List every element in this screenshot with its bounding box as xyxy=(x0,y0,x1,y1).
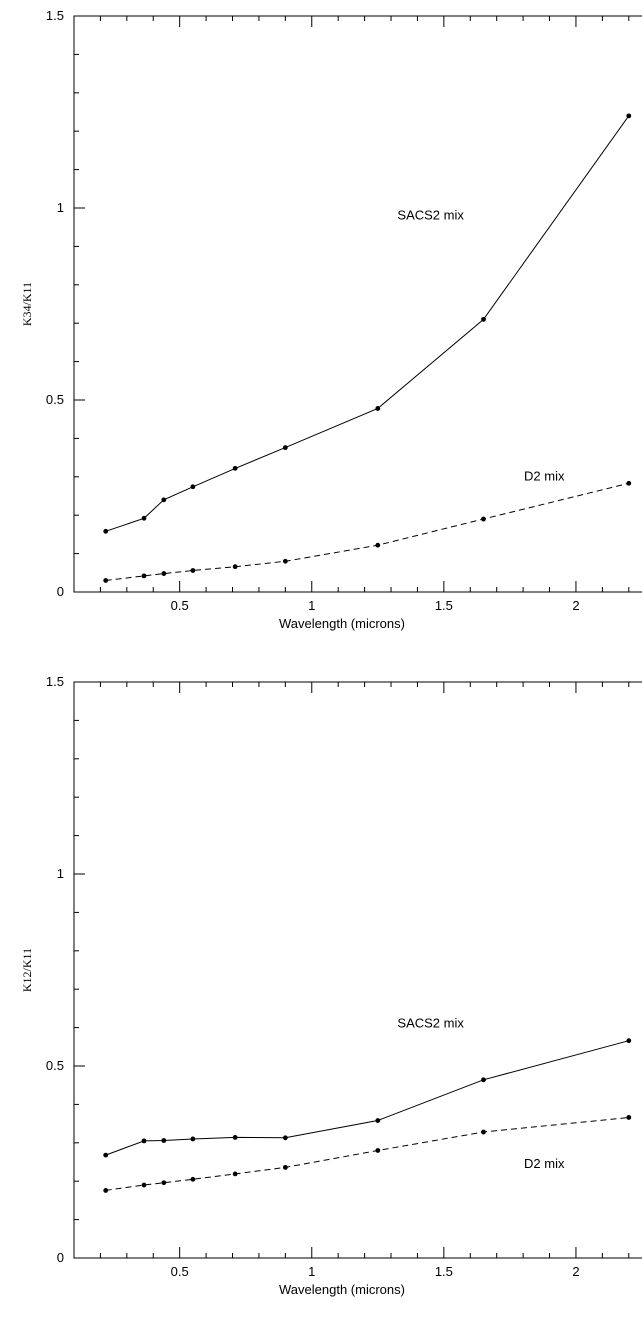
data-point xyxy=(161,497,167,503)
data-point xyxy=(141,515,147,521)
data-point xyxy=(103,528,109,534)
y-tick-label: 0 xyxy=(57,1250,64,1265)
data-point xyxy=(190,568,196,573)
chart-panel-1: 0.5 1 1.5 2 0 0.5 1 1.5 Wavelength (microns) K34/… xyxy=(20,8,642,631)
x-tick-label: 0.5 xyxy=(171,598,189,613)
data-point xyxy=(103,578,109,583)
data-point xyxy=(375,542,381,548)
data-point xyxy=(103,1152,109,1158)
data-point xyxy=(282,1164,288,1170)
data-point xyxy=(161,1138,167,1143)
y-axis-label: K34/K11 xyxy=(20,282,34,326)
data-point xyxy=(232,1171,238,1177)
plot-frame xyxy=(73,681,642,1259)
data-point xyxy=(481,1129,486,1135)
data-point xyxy=(161,571,167,576)
data-point xyxy=(375,1118,381,1123)
data-point xyxy=(626,480,632,486)
x-axis-label: Wavelength (microns) xyxy=(279,616,405,631)
series-annotation: SACS2 mix xyxy=(397,1016,464,1031)
data-point xyxy=(626,1038,632,1044)
data-point xyxy=(282,445,288,451)
data-point xyxy=(375,406,381,411)
y-tick-label: 1 xyxy=(57,200,64,215)
y-tick-label: 1 xyxy=(57,866,64,881)
y-tick-label: 1.5 xyxy=(46,8,64,23)
data-point xyxy=(481,1077,486,1083)
x-tick-label: 1 xyxy=(308,1264,315,1279)
data-point xyxy=(626,113,632,119)
x-tick-label: 1.5 xyxy=(435,598,453,613)
x-tick-label: 2 xyxy=(572,1264,579,1279)
x-tick-label: 2 xyxy=(572,598,579,613)
series-line xyxy=(105,1040,629,1156)
data-point xyxy=(141,1138,147,1144)
y-tick-label: 0 xyxy=(57,584,64,599)
y-tick-label: 1.5 xyxy=(46,674,64,689)
y-axis-label: K12/K11 xyxy=(20,948,34,992)
data-point xyxy=(282,1135,288,1141)
data-point xyxy=(282,558,288,564)
data-point xyxy=(190,1136,196,1142)
series-line xyxy=(105,482,629,581)
y-tick-label: 0.5 xyxy=(46,1058,64,1073)
x-axis-label: Wavelength (microns) xyxy=(279,1282,405,1297)
x-tick-label: 0.5 xyxy=(171,1264,189,1279)
series-line xyxy=(105,1117,629,1191)
data-point xyxy=(481,316,486,322)
data-point xyxy=(141,1182,147,1188)
data-point xyxy=(232,1135,238,1140)
data-point xyxy=(375,1148,381,1153)
y-tick-label: 0.5 xyxy=(46,392,64,407)
data-point xyxy=(161,1180,167,1186)
plot-frame xyxy=(73,15,642,593)
series-annotation: D2 mix xyxy=(524,1156,565,1171)
data-point xyxy=(141,573,147,579)
data-point xyxy=(103,1188,109,1193)
x-tick-label: 1.5 xyxy=(435,1264,453,1279)
data-point xyxy=(232,564,238,570)
data-point xyxy=(190,1176,196,1182)
data-point xyxy=(190,484,196,490)
x-tick-label: 1 xyxy=(308,598,315,613)
chart-panel-2: 0.5 1 1.5 2 0 0.5 1 1.5 Wavelength (microns) K12/… xyxy=(20,674,642,1297)
series-annotation: SACS2 mix xyxy=(397,208,464,223)
data-point xyxy=(232,465,238,471)
series-annotation: D2 mix xyxy=(524,469,565,484)
data-point xyxy=(481,516,486,522)
data-point xyxy=(626,1115,632,1120)
